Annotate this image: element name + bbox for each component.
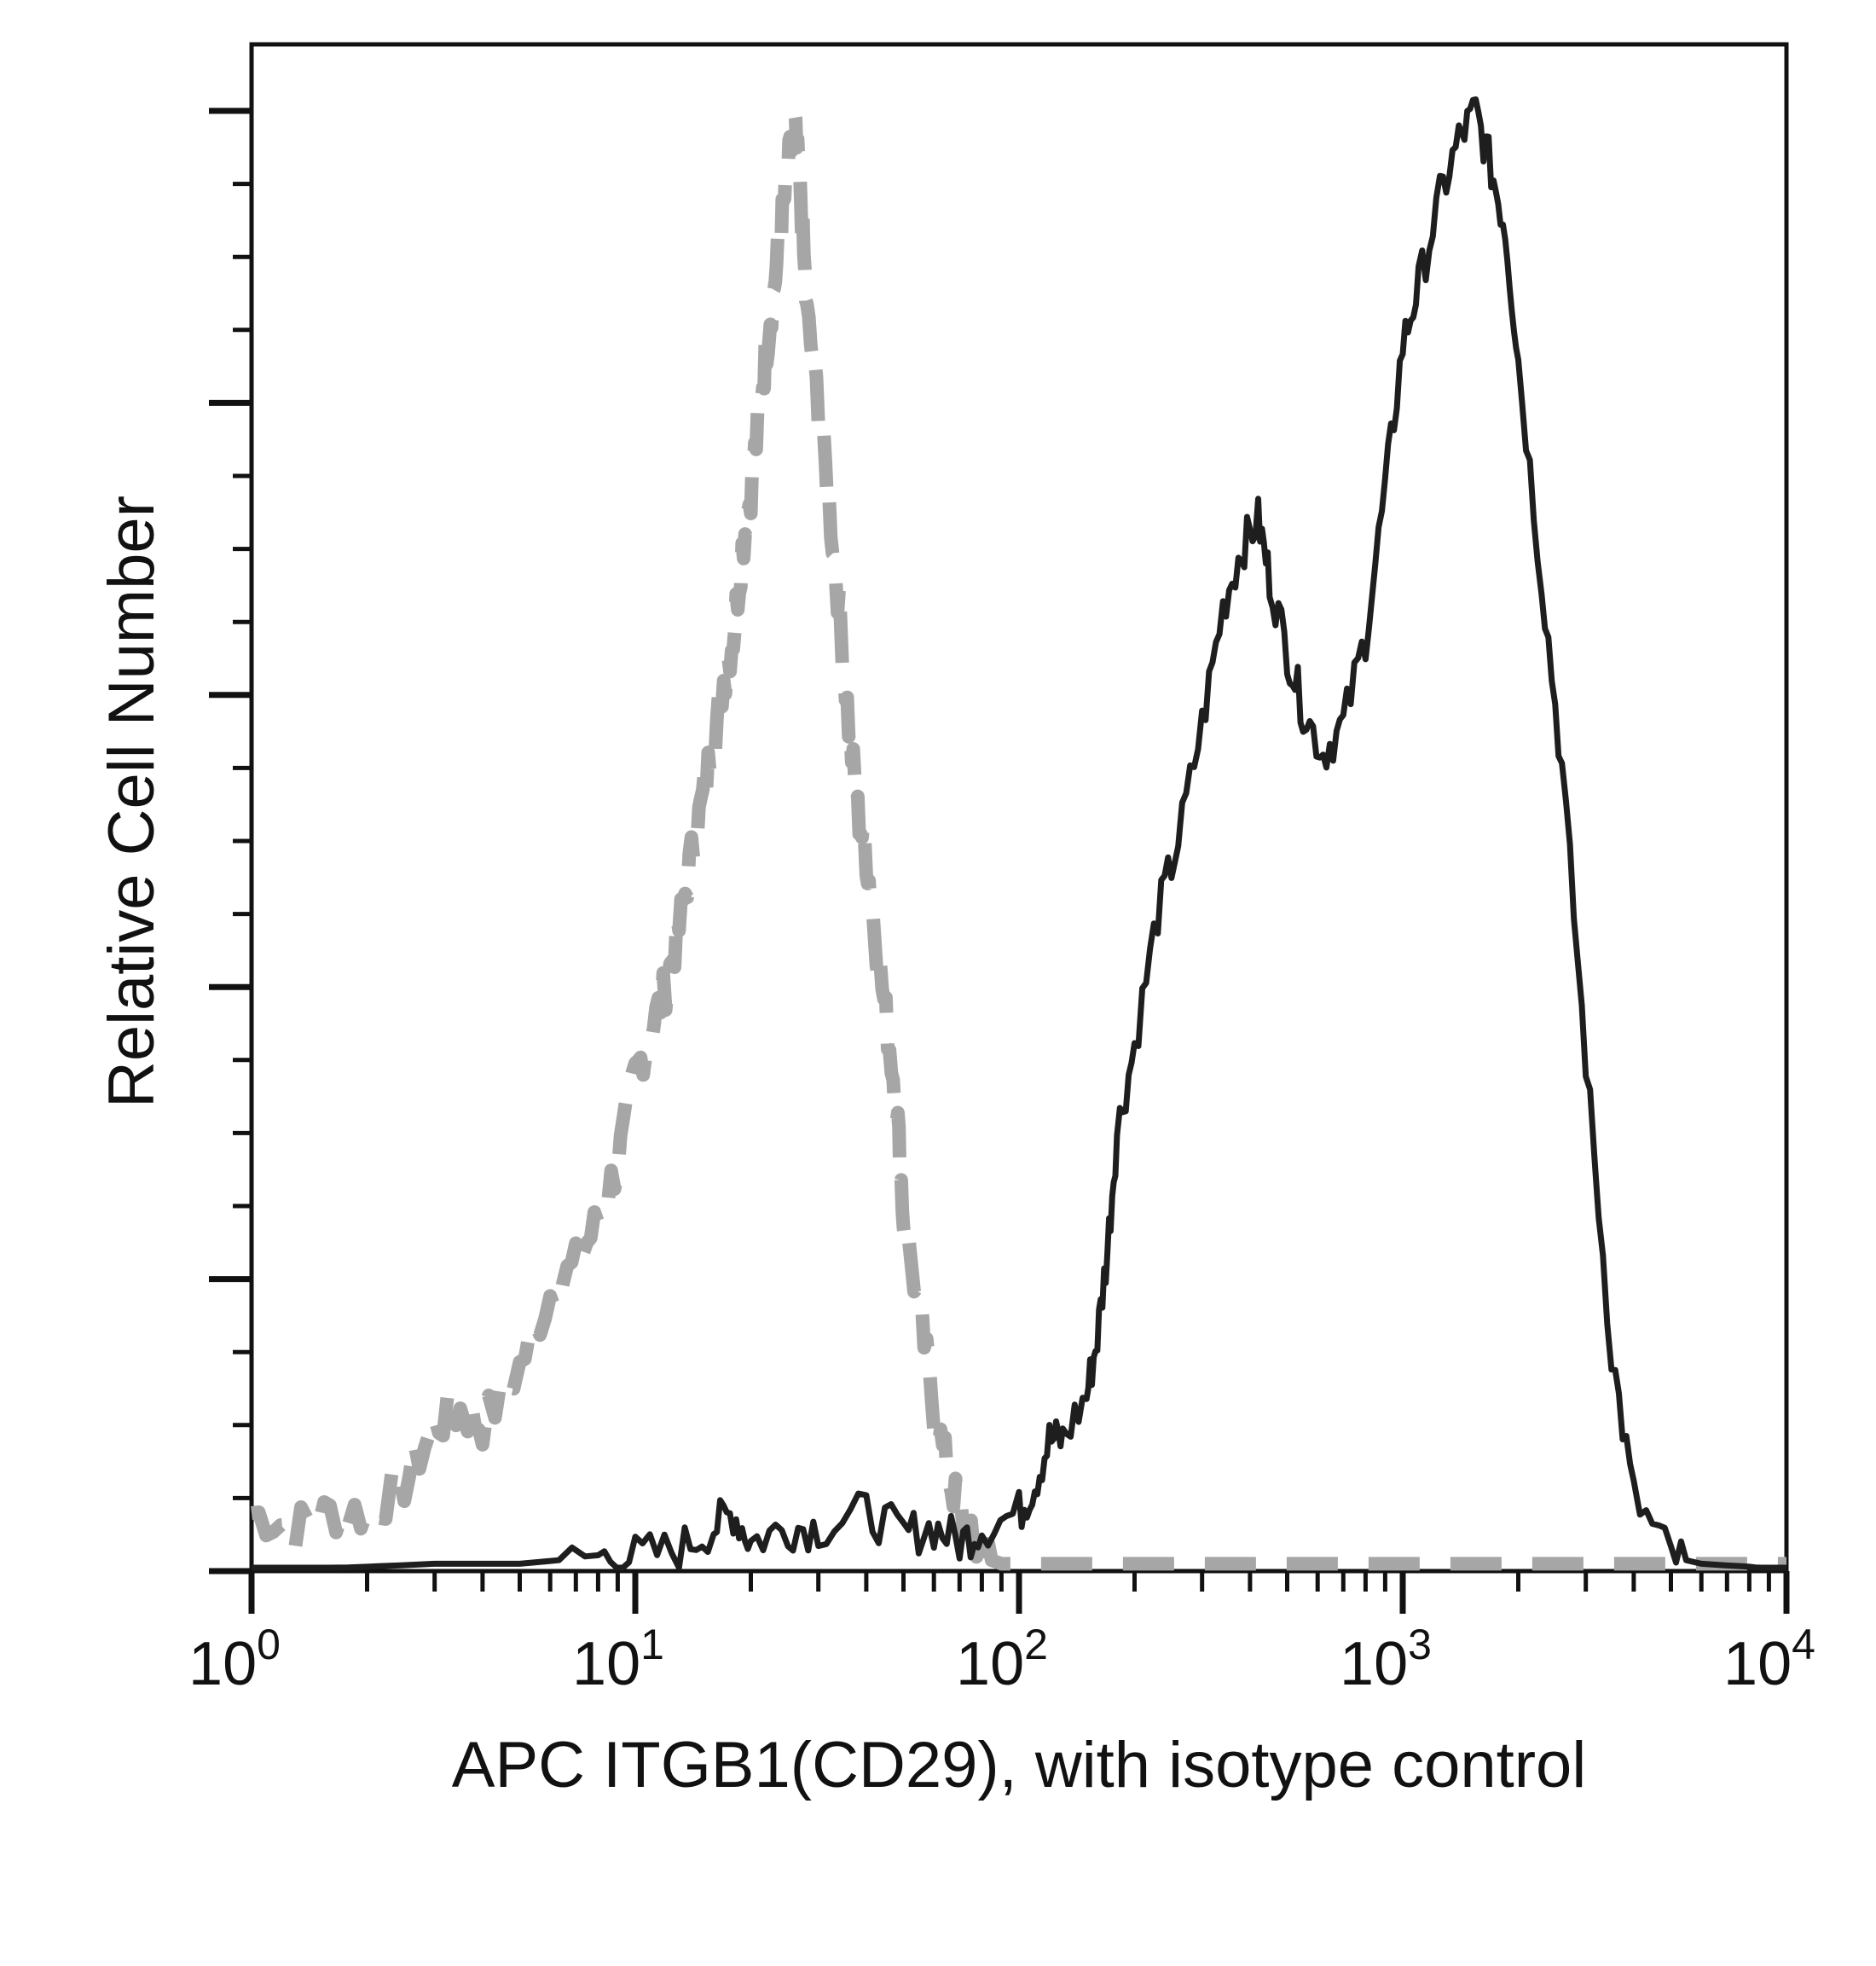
plot-frame [249, 42, 1789, 1574]
itgb1-histogram [252, 96, 1786, 1571]
x-tick-label-exponent: 0 [257, 1621, 281, 1668]
x-tick-label: 100 [188, 1621, 281, 1698]
x-axis-tick-labels: 100 101 102 103 104 [188, 1621, 1815, 1698]
y-axis-label: Relative Cell Number [96, 496, 168, 1108]
x-tick-label-exponent: 2 [1024, 1621, 1048, 1668]
x-tick-label-base: 10 [1723, 1630, 1792, 1698]
x-tick-label-base: 10 [956, 1630, 1024, 1698]
isotype-control-histogram [251, 105, 1786, 1575]
y-axis-ticks [209, 107, 252, 1575]
x-tick-label-exponent: 3 [1408, 1621, 1432, 1668]
x-axis-label: APC ITGB1(CD29), with isotype control [452, 1729, 1586, 1801]
x-axis-ticks [248, 1571, 1790, 1614]
x-tick-label: 101 [572, 1621, 664, 1698]
x-tick-label-base: 10 [572, 1630, 640, 1698]
x-tick-label-base: 10 [188, 1630, 257, 1698]
x-tick-label: 103 [1340, 1621, 1432, 1698]
x-tick-label-exponent: 1 [640, 1621, 664, 1668]
x-tick-label-exponent: 4 [1792, 1621, 1815, 1668]
x-tick-label-base: 10 [1340, 1630, 1408, 1698]
x-tick-label: 102 [956, 1621, 1048, 1698]
series-layer [251, 96, 1786, 1575]
x-tick-label: 104 [1723, 1621, 1815, 1698]
